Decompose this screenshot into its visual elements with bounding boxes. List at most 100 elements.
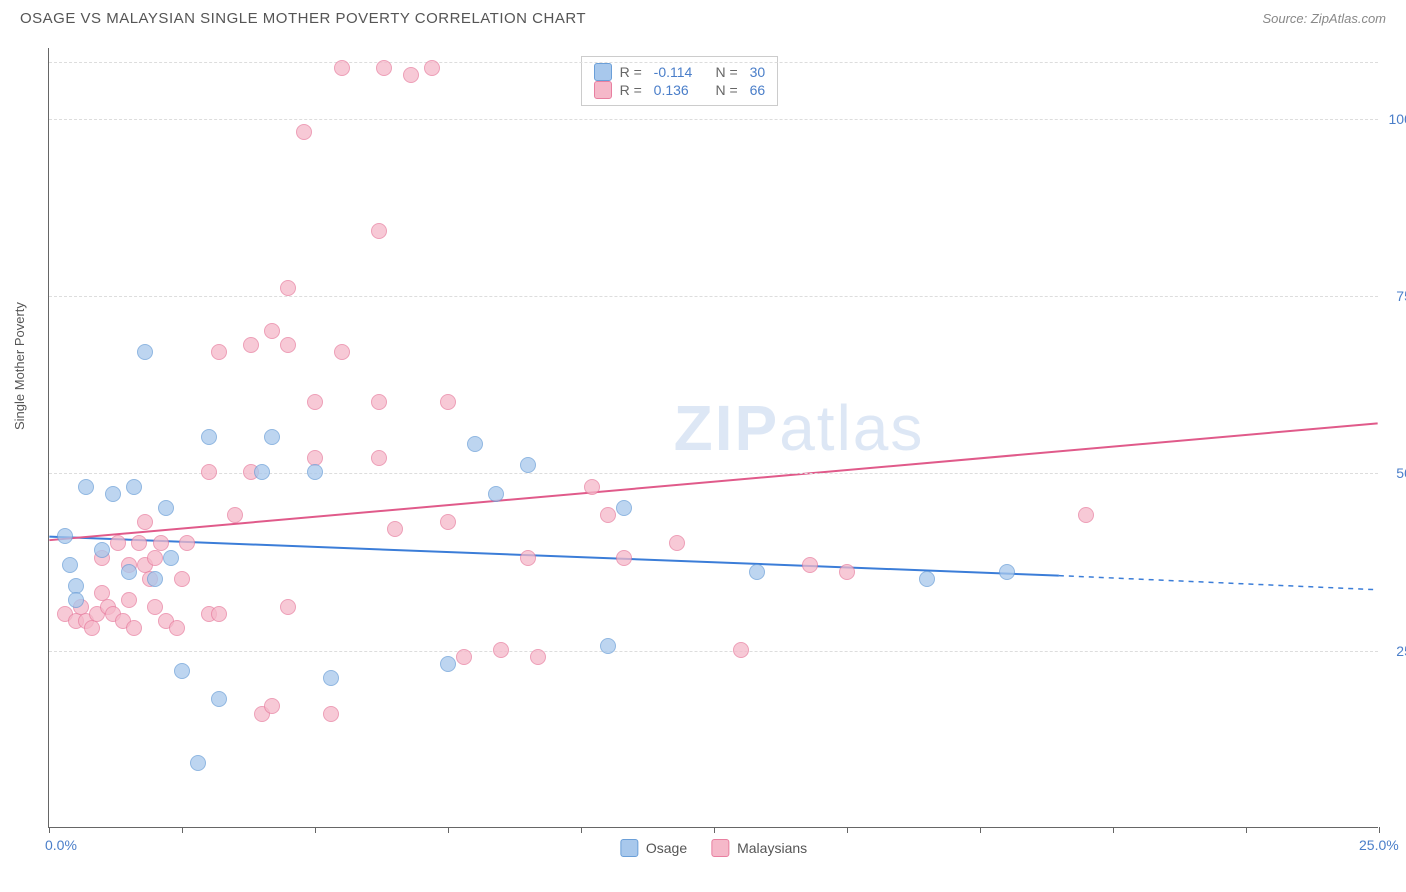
scatter-point bbox=[147, 571, 163, 587]
trend-line bbox=[49, 423, 1377, 540]
scatter-point bbox=[323, 670, 339, 686]
x-tick bbox=[315, 827, 316, 833]
x-tick-label: 25.0% bbox=[1359, 837, 1399, 853]
scatter-point bbox=[280, 599, 296, 615]
scatter-point bbox=[264, 698, 280, 714]
scatter-point bbox=[600, 507, 616, 523]
scatter-point bbox=[78, 479, 94, 495]
scatter-point bbox=[371, 394, 387, 410]
scatter-point bbox=[227, 507, 243, 523]
legend-swatch bbox=[594, 81, 612, 99]
legend-swatch bbox=[594, 63, 612, 81]
scatter-point bbox=[254, 464, 270, 480]
scatter-point bbox=[839, 564, 855, 580]
scatter-point bbox=[403, 67, 419, 83]
scatter-point bbox=[999, 564, 1015, 580]
scatter-point bbox=[376, 60, 392, 76]
scatter-point bbox=[153, 535, 169, 551]
scatter-point bbox=[307, 464, 323, 480]
scatter-point bbox=[179, 535, 195, 551]
series-legend-label: Malaysians bbox=[737, 840, 807, 856]
scatter-point bbox=[121, 564, 137, 580]
scatter-point bbox=[296, 124, 312, 140]
scatter-point bbox=[456, 649, 472, 665]
scatter-point bbox=[520, 457, 536, 473]
scatter-point bbox=[57, 528, 73, 544]
scatter-point bbox=[371, 450, 387, 466]
x-tick bbox=[847, 827, 848, 833]
y-tick-label: 50.0% bbox=[1396, 465, 1406, 481]
scatter-point bbox=[190, 755, 206, 771]
legend-swatch bbox=[711, 839, 729, 857]
x-tick bbox=[1246, 827, 1247, 833]
scatter-point bbox=[243, 337, 259, 353]
scatter-point bbox=[919, 571, 935, 587]
scatter-point bbox=[126, 479, 142, 495]
trend-line bbox=[49, 537, 1059, 576]
scatter-point bbox=[371, 223, 387, 239]
scatter-point bbox=[1078, 507, 1094, 523]
scatter-point bbox=[387, 521, 403, 537]
scatter-point bbox=[584, 479, 600, 495]
scatter-point bbox=[440, 514, 456, 530]
chart-plot-area: ZIPatlas R = -0.114 N = 30R = 0.136 N = … bbox=[48, 48, 1378, 828]
scatter-point bbox=[169, 620, 185, 636]
scatter-point bbox=[323, 706, 339, 722]
scatter-point bbox=[147, 599, 163, 615]
legend-n-label: N = bbox=[712, 82, 742, 98]
scatter-point bbox=[201, 464, 217, 480]
scatter-point bbox=[121, 592, 137, 608]
y-axis-label: Single Mother Poverty bbox=[12, 302, 27, 430]
scatter-point bbox=[424, 60, 440, 76]
watermark: ZIPatlas bbox=[674, 391, 925, 465]
scatter-point bbox=[264, 323, 280, 339]
y-tick-label: 100.0% bbox=[1389, 111, 1406, 127]
scatter-point bbox=[334, 344, 350, 360]
scatter-point bbox=[440, 656, 456, 672]
scatter-point bbox=[334, 60, 350, 76]
scatter-point bbox=[616, 500, 632, 516]
scatter-point bbox=[126, 620, 142, 636]
stats-legend-box: R = -0.114 N = 30R = 0.136 N = 66 bbox=[581, 56, 779, 106]
watermark-bold: ZIP bbox=[674, 392, 780, 464]
scatter-point bbox=[440, 394, 456, 410]
scatter-point bbox=[110, 535, 126, 551]
gridline-horizontal bbox=[49, 651, 1378, 652]
legend-r-value: 0.136 bbox=[654, 82, 704, 98]
series-legend-item: Malaysians bbox=[711, 839, 807, 857]
x-tick bbox=[448, 827, 449, 833]
x-tick bbox=[581, 827, 582, 833]
scatter-point bbox=[62, 557, 78, 573]
x-tick-label: 0.0% bbox=[45, 837, 77, 853]
x-tick bbox=[714, 827, 715, 833]
source-label: Source: ZipAtlas.com bbox=[1262, 11, 1386, 26]
scatter-point bbox=[520, 550, 536, 566]
gridline-horizontal bbox=[49, 296, 1378, 297]
y-tick-label: 25.0% bbox=[1396, 643, 1406, 659]
x-tick bbox=[1113, 827, 1114, 833]
scatter-point bbox=[749, 564, 765, 580]
scatter-point bbox=[211, 344, 227, 360]
scatter-point bbox=[68, 592, 84, 608]
scatter-point bbox=[307, 394, 323, 410]
x-tick bbox=[182, 827, 183, 833]
scatter-point bbox=[616, 550, 632, 566]
scatter-point bbox=[131, 535, 147, 551]
scatter-point bbox=[669, 535, 685, 551]
scatter-point bbox=[105, 486, 121, 502]
trend-lines-layer bbox=[49, 48, 1378, 827]
scatter-point bbox=[600, 638, 616, 654]
stats-legend-row: R = 0.136 N = 66 bbox=[594, 81, 766, 99]
scatter-point bbox=[493, 642, 509, 658]
scatter-point bbox=[84, 620, 100, 636]
scatter-point bbox=[137, 514, 153, 530]
scatter-point bbox=[163, 550, 179, 566]
scatter-point bbox=[174, 663, 190, 679]
scatter-point bbox=[211, 691, 227, 707]
scatter-point bbox=[280, 337, 296, 353]
scatter-point bbox=[488, 486, 504, 502]
chart-title: OSAGE VS MALAYSIAN SINGLE MOTHER POVERTY… bbox=[20, 10, 586, 27]
legend-n-value: 30 bbox=[750, 64, 766, 80]
scatter-point bbox=[137, 344, 153, 360]
scatter-point bbox=[530, 649, 546, 665]
